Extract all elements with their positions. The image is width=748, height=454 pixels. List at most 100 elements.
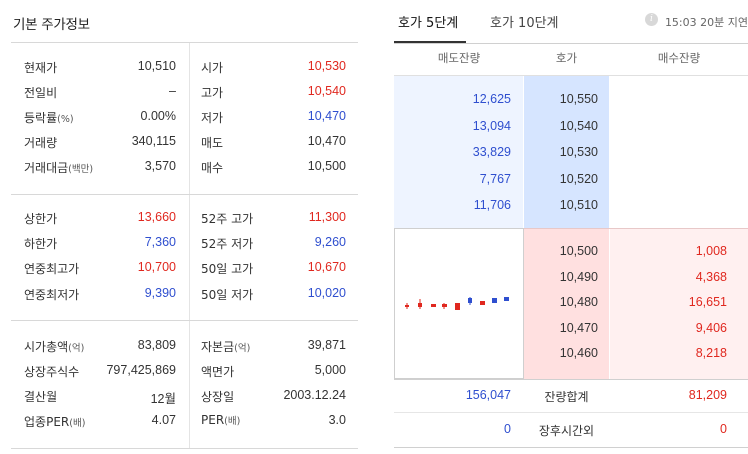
bid-row[interactable]: 10,460 8,218 bbox=[394, 346, 748, 366]
row-value: 10,700 bbox=[137, 260, 176, 274]
label-text: 연중최고가 bbox=[24, 262, 80, 276]
info-row: 거래대금(백만) 3,570 매수 10,500 bbox=[0, 159, 358, 183]
row-value: 10,020 bbox=[307, 286, 346, 300]
bid-row[interactable]: 10,490 4,368 bbox=[394, 270, 748, 290]
bid-row[interactable]: 10,480 16,651 bbox=[394, 295, 748, 315]
label-text: 등락률 bbox=[24, 111, 58, 125]
row-value: 10,470 bbox=[307, 134, 346, 148]
row-label: 현재가 bbox=[24, 59, 57, 76]
total-label: 잔량합계 bbox=[544, 390, 589, 404]
info-row: 하한가 7,360 52주 저가 9,260 bbox=[0, 235, 358, 259]
bid-price: 10,480 bbox=[559, 295, 598, 309]
label-unit: (배) bbox=[224, 416, 241, 427]
row-label: 시가총액(억) bbox=[24, 338, 84, 355]
row-value: 12월 bbox=[150, 392, 176, 406]
ask-row[interactable]: 7,767 10,520 bbox=[394, 172, 748, 192]
label-text: 거래대금 bbox=[24, 161, 69, 175]
row-label: 액면가 bbox=[201, 363, 234, 380]
info-row: 상장주식수 797,425,869 액면가 5,000 bbox=[0, 363, 358, 387]
tab-10-levels[interactable]: 호가 10단계 bbox=[490, 16, 559, 31]
info-row: 결산월 12월 상장일 2003.12.24 bbox=[0, 388, 358, 412]
candle bbox=[418, 303, 422, 307]
row-label: 연중최고가 bbox=[24, 260, 79, 277]
label-text: 결산월 bbox=[24, 390, 58, 404]
candle bbox=[480, 301, 485, 305]
divider bbox=[189, 195, 190, 320]
bid-qty: 4,368 bbox=[695, 269, 727, 284]
row-value: 340,115 bbox=[131, 134, 176, 148]
row-label: 등락률(%) bbox=[24, 109, 74, 126]
row-label: 고가 bbox=[201, 84, 223, 101]
row-label: 시가 bbox=[201, 59, 223, 76]
label-unit: (억) bbox=[234, 343, 251, 354]
label-unit: (%) bbox=[57, 114, 74, 125]
row-value: 83,809 bbox=[137, 338, 176, 352]
ask-price: 10,550 bbox=[559, 92, 598, 106]
label-text: 매수 bbox=[201, 161, 224, 175]
row-value: 10,670 bbox=[307, 260, 346, 274]
row-label: 결산월 bbox=[24, 388, 57, 405]
ask-qty: 7,767 bbox=[479, 171, 511, 186]
delay-status: 15:03 20분 지연 bbox=[664, 16, 748, 29]
ask-qty-header: 매도잔량 bbox=[437, 51, 481, 65]
active-tab-underline bbox=[394, 41, 466, 43]
ask-row[interactable]: 33,829 10,530 bbox=[394, 145, 748, 165]
bid-qty: 8,218 bbox=[695, 346, 727, 360]
row-label: 업종PER(배) bbox=[24, 413, 85, 430]
candle bbox=[442, 304, 447, 307]
label-text: 업종PER bbox=[24, 415, 70, 429]
label-text: 상한가 bbox=[24, 212, 58, 226]
ask-row[interactable]: 11,706 10,510 bbox=[394, 198, 748, 218]
row-value: 3,570 bbox=[144, 159, 176, 173]
info-row: 연중최저가 9,390 50일 저가 10,020 bbox=[0, 286, 358, 310]
info-row: 시가총액(억) 83,809 자본금(억) 39,871 bbox=[0, 338, 358, 362]
label-text: 액면가 bbox=[201, 365, 235, 379]
info-icon[interactable]: i bbox=[645, 13, 658, 26]
ask-price: 10,520 bbox=[559, 171, 598, 186]
after-hours-bid-qty: 0 bbox=[720, 422, 727, 436]
candle bbox=[405, 305, 409, 307]
bid-price: 10,470 bbox=[559, 320, 598, 335]
ask-qty-column bbox=[394, 76, 523, 228]
info-row: 업종PER(배) 4.07 PER(배) 3.0 bbox=[0, 413, 358, 437]
bid-row[interactable]: 10,470 9,406 bbox=[394, 321, 748, 341]
divider bbox=[11, 320, 358, 321]
price-header: 호가 bbox=[555, 51, 578, 65]
label-text: 상장주식수 bbox=[24, 365, 80, 379]
row-value: 0.00% bbox=[140, 109, 176, 123]
tab-5-levels[interactable]: 호가 5단계 bbox=[398, 16, 459, 31]
ask-row[interactable]: 13,094 10,540 bbox=[394, 119, 748, 139]
label-unit: (배) bbox=[69, 418, 86, 429]
label-unit: (백만) bbox=[68, 164, 94, 175]
divider bbox=[11, 42, 358, 43]
mini-candle-chart-svg bbox=[405, 297, 509, 310]
label-text: 52주 저가 bbox=[201, 237, 254, 251]
divider bbox=[11, 194, 358, 195]
row-value: 9,390 bbox=[144, 286, 176, 300]
label-text: 상장일 bbox=[201, 390, 235, 404]
divider bbox=[394, 447, 748, 448]
total-ask-qty: 156,047 bbox=[465, 388, 511, 402]
row-label: 전일비 bbox=[24, 84, 57, 101]
candle bbox=[504, 297, 509, 301]
row-value: 11,300 bbox=[308, 210, 346, 224]
row-label: 상장주식수 bbox=[24, 363, 79, 380]
after-hours-row: 0 장후시간외 0 bbox=[394, 422, 748, 442]
label-text: 시가 bbox=[201, 61, 224, 75]
ask-row[interactable]: 12,625 10,550 bbox=[394, 92, 748, 112]
row-label: 자본금(억) bbox=[201, 338, 250, 355]
divider bbox=[394, 75, 748, 76]
row-value: 10,540 bbox=[307, 84, 346, 98]
label-text: 50일 고가 bbox=[201, 262, 254, 276]
orderbook-panel: 호가 5단계 호가 10단계 i 15:03 20분 지연 매도잔량 호가 매수… bbox=[394, 0, 748, 454]
candle bbox=[492, 298, 497, 303]
bid-row[interactable]: 10,500 1,008 bbox=[394, 244, 748, 264]
divider bbox=[394, 43, 748, 44]
after-hours-label: 장후시간외 bbox=[538, 424, 595, 438]
bid-price: 10,490 bbox=[559, 269, 598, 284]
label-text: 저가 bbox=[201, 111, 224, 125]
row-value: 3.0 bbox=[328, 413, 346, 427]
row-value: 7,360 bbox=[144, 235, 176, 249]
bid-qty: 9,406 bbox=[695, 320, 727, 335]
total-remaining-row: 156,047 잔량합계 81,209 bbox=[394, 388, 748, 408]
